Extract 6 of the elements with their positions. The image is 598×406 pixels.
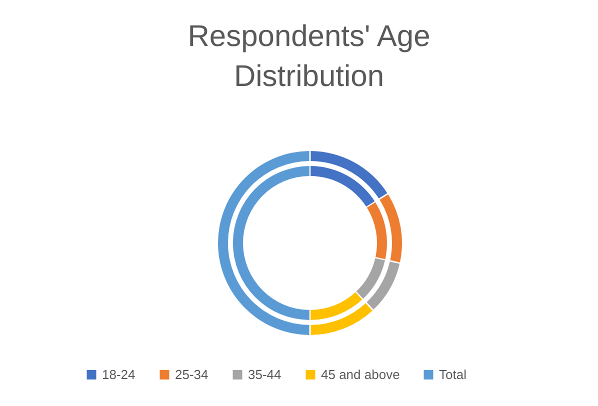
legend-label: Total [439, 366, 467, 382]
legend-label: 18-24 [102, 366, 136, 382]
legend-label: 35-44 [248, 366, 282, 382]
legend-label: 45 and above [321, 366, 400, 382]
chart-title: Respondents' Age Distribution [188, 20, 430, 93]
legend-label: 25-34 [175, 366, 208, 382]
